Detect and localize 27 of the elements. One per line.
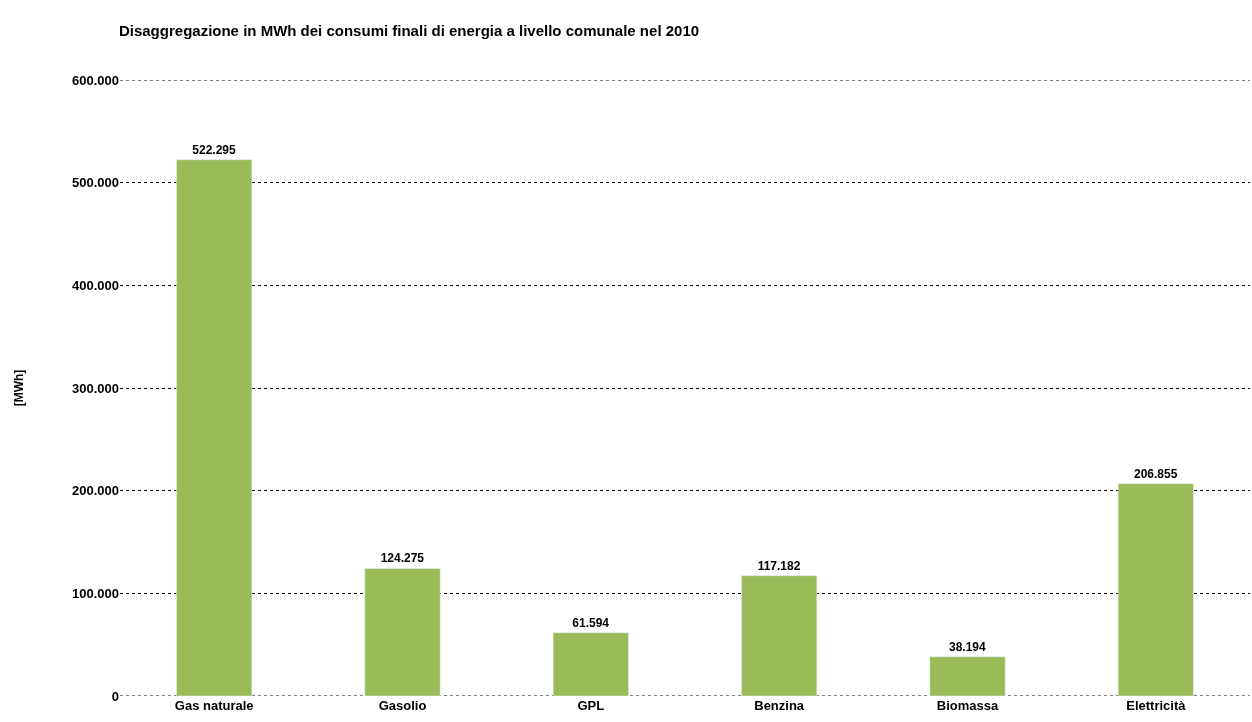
x-tick-label: Gas naturale <box>174 698 254 713</box>
y-tick-label: 100.000 <box>72 585 119 601</box>
data-label: 124.275 <box>380 551 425 566</box>
data-label: 206.855 <box>1133 466 1178 481</box>
x-tick-label: Biomassa <box>936 698 999 713</box>
data-label: 38.194 <box>948 639 987 654</box>
data-label: 61.594 <box>572 615 610 630</box>
x-tick-label: GPL <box>577 698 605 713</box>
bar <box>552 632 629 696</box>
y-tick-label: 500.000 <box>72 175 119 191</box>
data-label: 522.295 <box>192 142 237 157</box>
bar <box>364 568 441 696</box>
y-tick-label: 400.000 <box>72 277 119 293</box>
y-tick-label: 600.000 <box>72 72 119 88</box>
y-tick-label: 0 <box>111 688 119 704</box>
chart-title: Disaggregazione in MWh dei consumi finali di energia a livello comunale nel 2010 <box>118 21 700 39</box>
bar <box>176 159 253 696</box>
bar <box>929 656 1006 696</box>
y-tick-label: 300.000 <box>72 380 119 396</box>
x-tick-label: Gasolio <box>378 698 427 713</box>
bar <box>1117 483 1194 696</box>
bar <box>741 575 818 696</box>
x-tick-label: Benzina <box>754 698 805 713</box>
data-label: 117.182 <box>757 558 801 573</box>
y-axis-title: [MWh] <box>12 369 27 407</box>
y-tick-label: 200.000 <box>72 483 119 499</box>
x-tick-label: Elettricità <box>1126 698 1187 713</box>
